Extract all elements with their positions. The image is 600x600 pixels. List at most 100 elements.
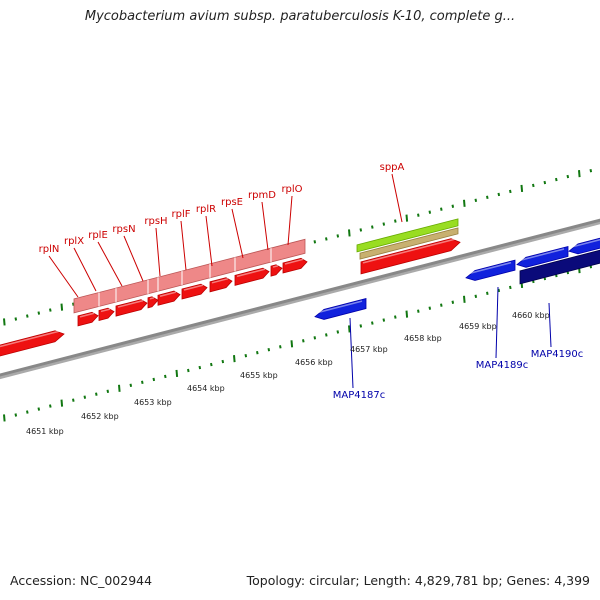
operon-bar: [73, 238, 306, 314]
lower-tick: [3, 414, 6, 422]
upper-tick: [37, 311, 41, 315]
MAP4189c-arrow-b: [516, 245, 569, 268]
ribosomal-gene-arrow-shine: [159, 291, 177, 297]
upper-tick: [325, 237, 328, 241]
leader-line: [205, 215, 213, 267]
leader-line: [97, 241, 123, 287]
ribosomal-gene-arrow-shine: [211, 277, 229, 284]
genome-title: Mycobacterium avium subsp. paratuberculo…: [84, 9, 516, 24]
lower-tick: [302, 339, 305, 343]
upper-tick: [497, 192, 501, 197]
lower-tick: [394, 315, 397, 319]
scale-label: 4660 kbp: [512, 311, 550, 320]
lower-tick: [497, 288, 501, 293]
upper-tick: [371, 225, 374, 229]
ribosomal-gene-arrow-shine: [183, 284, 204, 291]
gene-label-rplF: rplF: [172, 209, 191, 271]
lower-tick: [244, 353, 248, 358]
lower-tick: [37, 407, 41, 411]
gene-arrow-left-edge-shine: [0, 330, 61, 348]
gene-label-rplN: rplN: [39, 244, 79, 298]
gene-label-rpmD: rpmD: [248, 190, 276, 251]
lower-tick: [348, 325, 351, 333]
MAP4190c-arrow-body: [568, 237, 600, 255]
gene-label-rplE: rplE: [88, 230, 123, 287]
scale-label: 4656 kbp: [295, 358, 333, 367]
gene-label-MAP4190c: MAP4190c: [531, 302, 583, 360]
lower-tick: [451, 300, 455, 304]
leader-line: [548, 302, 552, 348]
ribosomal-gene-arrow-body: [115, 299, 148, 317]
scale-labels: 4651 kbp 4652 kbp 4653 kbp 4654 kbp 4655 kbp…: [26, 311, 550, 436]
lower-tick: [474, 294, 478, 299]
gene-label-sppA: sppA: [380, 162, 405, 223]
upper-tick: [405, 214, 409, 222]
sppA-tan-bar-body: [359, 227, 459, 260]
sppA-gene-arrow-body: [360, 238, 461, 275]
MAP4189c-arrow-b-shine: [518, 248, 565, 262]
upper-tick: [336, 234, 340, 238]
MAP4190c-arrow-shine: [570, 238, 600, 248]
ribosomal-gene-arrow-body: [157, 290, 181, 306]
upper-tick: [578, 170, 581, 178]
ribosomal-gene-arrow-body: [234, 267, 270, 286]
gene-labels: rplN rplX rplE rpsN rpsH rplF rplR rpsE rpmD rplO…: [39, 162, 584, 401]
gene-label-rpsH: rpsH: [144, 216, 168, 277]
scale-label: 4659 kbp: [459, 322, 497, 331]
ribosomal-gene-arrow-shine: [149, 297, 155, 300]
backbone-line: [0, 218, 600, 377]
lower-tick: [405, 310, 409, 318]
ribosomal-gene-arrow-body: [282, 257, 308, 274]
MAP4190c-dark-bar: [519, 249, 600, 285]
ribosomal-gene-arrow: [270, 264, 283, 277]
ribosomal-gene-arrow: [115, 299, 148, 317]
ribosomal-gene-arrow-shine: [100, 308, 111, 313]
lower-tick: [486, 291, 489, 296]
gene-label-text: MAP4189c: [476, 360, 528, 371]
leader-line: [123, 235, 144, 282]
gene-label-text: rplF: [172, 209, 191, 220]
lower-tick: [141, 380, 144, 385]
sppA-tan-bar: [359, 227, 459, 260]
lower-tick: [60, 399, 64, 407]
lower-tick: [279, 345, 282, 349]
ribosomal-gene-arrow: [157, 290, 181, 306]
ribosomal-gene-arrow: [209, 277, 233, 293]
upper-tick: [520, 184, 524, 193]
ribosomal-gene-arrow-body: [181, 283, 208, 300]
lower-tick: [440, 303, 443, 307]
lower-tick: [118, 384, 121, 392]
leader-line: [155, 227, 161, 277]
lower-tick: [72, 398, 75, 402]
ribosomal-gene-arrow: [98, 307, 115, 321]
lower-tick: [198, 365, 202, 370]
upper-tick: [566, 174, 570, 179]
leader-line: [391, 173, 403, 223]
upper-tick: [394, 219, 397, 223]
leader-line: [48, 255, 79, 298]
upper-tick: [313, 240, 317, 244]
gene-label-text: rpsN: [112, 224, 135, 235]
upper-tick: [532, 183, 535, 188]
upper-tick: [382, 222, 386, 226]
lower-tick: [256, 350, 259, 355]
lower-tick: [152, 377, 156, 382]
gene-label-text: rpmD: [248, 190, 276, 201]
lower-tick: [290, 340, 294, 348]
ribosomal-gene-arrow: [282, 257, 308, 274]
lower-tick: [129, 383, 133, 388]
lower-tick: [175, 369, 179, 378]
MAP4189c-arrow-a-shine: [467, 261, 512, 275]
lower-tick: [164, 374, 167, 379]
ribosomal-gene-arrow-body: [209, 277, 233, 293]
topology-text: Topology: circular; Length: 4,829,781 bp…: [246, 573, 590, 588]
scale-label: 4653 kbp: [134, 398, 172, 407]
lower-tick: [14, 413, 18, 417]
lower-tick: [49, 404, 52, 408]
gene-label-text: rplX: [64, 236, 84, 247]
leader-line: [349, 317, 354, 389]
ribosomal-gene-arrow-shine: [236, 268, 266, 278]
upper-tick: [359, 228, 363, 232]
gene-label-text: sppA: [380, 162, 405, 173]
operon-bar-body: [73, 238, 306, 314]
